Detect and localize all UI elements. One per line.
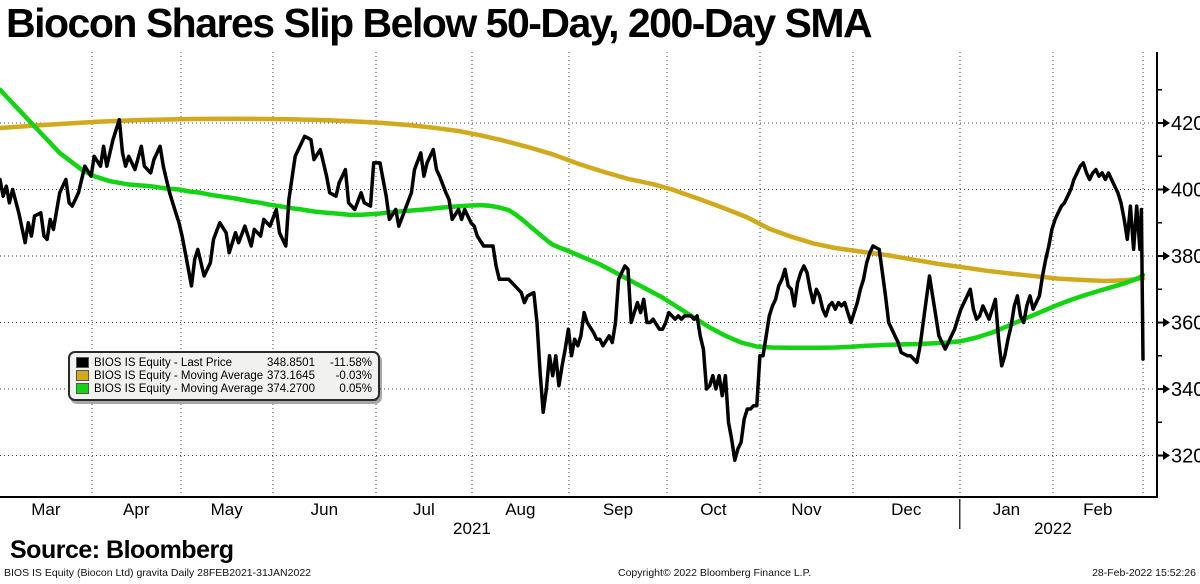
x-axis-month-label: Feb: [1083, 500, 1112, 519]
y-tick-arrow-icon: [1163, 451, 1170, 461]
y-tick-arrow-icon: [1163, 384, 1170, 394]
source-label: Source: Bloomberg: [10, 536, 234, 564]
y-tick-arrow-icon: [1163, 318, 1170, 328]
legend-row: BIOS IS Equity - Moving Average 50 Day37…: [76, 382, 372, 395]
legend-series-change: -0.03%: [335, 369, 372, 382]
footer-copyright: Copyright© 2022 Bloomberg Finance L.P.: [618, 567, 812, 579]
x-axis-month-label: Apr: [123, 500, 150, 519]
footer-security-info: BIOS IS Equity (Biocon Ltd) gravita Dail…: [4, 567, 311, 579]
series-ma200: [0, 116, 1146, 284]
x-axis-month-label: Jan: [993, 500, 1020, 519]
chart-canvas: 420 400 380 360 340 320 Mar Apr May Jun Jul Aug Sep O…: [0, 52, 1200, 538]
legend-series-change: -11.58%: [330, 356, 372, 369]
x-axis-month-label: Oct: [700, 500, 727, 519]
legend-row: BIOS IS Equity - Moving Average 200 Day3…: [76, 369, 372, 382]
legend-box: BIOS IS Equity - Last Price 348.8501 -11.5…: [68, 351, 380, 401]
y-axis-label: 420: [1171, 113, 1200, 135]
y-axis-label: 400: [1171, 180, 1200, 202]
y-tick-arrow-icon: [1163, 185, 1170, 195]
x-axis-year-label: 2021: [453, 519, 491, 538]
x-axis-month-label: Jul: [413, 500, 435, 519]
y-axis-label: 340: [1171, 379, 1200, 401]
footer-timestamp: 28-Feb-2022 15:52:26: [1092, 567, 1196, 579]
y-tick-arrow-icon: [1163, 251, 1170, 261]
legend-series-label: BIOS IS Equity - Moving Average 50 Day: [94, 382, 267, 395]
x-axis-month-label: Mar: [31, 500, 61, 519]
series-last-price: [0, 117, 1145, 462]
y-axis-label: 320: [1171, 446, 1200, 468]
legend-swatch-icon: [76, 370, 89, 381]
x-axis-month-label: May: [211, 500, 244, 519]
legend-series-label: BIOS IS Equity - Moving Average 200 Day: [94, 369, 267, 382]
x-axis-month-label: Sep: [603, 500, 633, 519]
y-axis-label: 360: [1171, 313, 1200, 335]
x-axis-month-label: Dec: [891, 500, 922, 519]
y-tick-arrow-icon: [1163, 118, 1170, 128]
x-axis-year-label: 2022: [1034, 519, 1072, 538]
legend-swatch-icon: [76, 383, 89, 394]
legend-swatch-icon: [76, 357, 89, 368]
legend-series-value: 374.2700: [267, 382, 315, 395]
legend-series-label: BIOS IS Equity - Last Price: [94, 356, 233, 369]
x-axis-month-label: Aug: [505, 500, 535, 519]
x-axis-month-label: Nov: [791, 500, 822, 519]
page-title: Biocon Shares Slip Below 50-Day, 200-Day…: [6, 0, 873, 46]
series-ma50: [0, 87, 1146, 351]
legend-series-value: 348.8501: [267, 356, 315, 369]
legend-series-value: 373.1645: [267, 369, 315, 382]
legend-row: BIOS IS Equity - Last Price 348.8501 -11.5…: [76, 356, 372, 369]
legend-series-change: 0.05%: [339, 382, 372, 395]
x-axis-month-label: Jun: [311, 500, 338, 519]
y-axis-label: 380: [1171, 246, 1200, 268]
